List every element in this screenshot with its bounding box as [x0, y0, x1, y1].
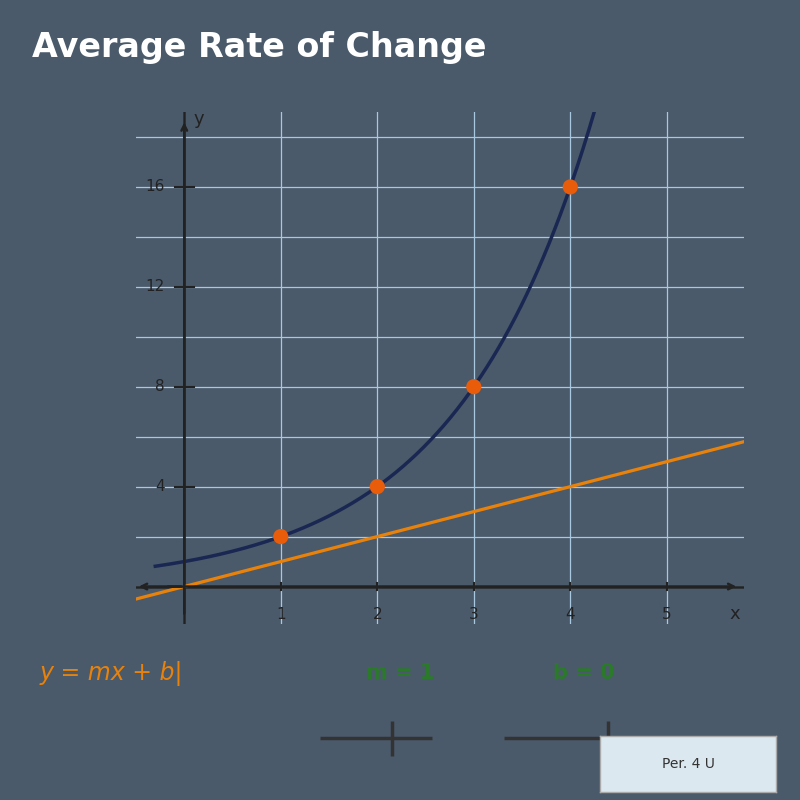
Text: 2: 2 — [373, 606, 382, 622]
Text: 1: 1 — [276, 606, 286, 622]
Text: 16: 16 — [146, 179, 165, 194]
Point — [467, 380, 480, 393]
Text: 5: 5 — [662, 606, 672, 622]
Text: 4: 4 — [155, 479, 165, 494]
Point — [371, 480, 384, 493]
Text: 4: 4 — [566, 606, 575, 622]
Text: y: y — [194, 110, 204, 129]
Point — [564, 181, 577, 194]
Text: 8: 8 — [155, 379, 165, 394]
Text: m = 1: m = 1 — [366, 663, 434, 683]
Text: x: x — [729, 605, 740, 623]
Text: Average Rate of Change: Average Rate of Change — [32, 31, 486, 65]
Text: Per. 4 U: Per. 4 U — [662, 757, 714, 771]
Text: y = mx + b|: y = mx + b| — [40, 661, 183, 686]
Text: b = 0: b = 0 — [553, 663, 615, 683]
Text: 12: 12 — [146, 279, 165, 294]
Text: 3: 3 — [469, 606, 478, 622]
Point — [274, 530, 287, 543]
